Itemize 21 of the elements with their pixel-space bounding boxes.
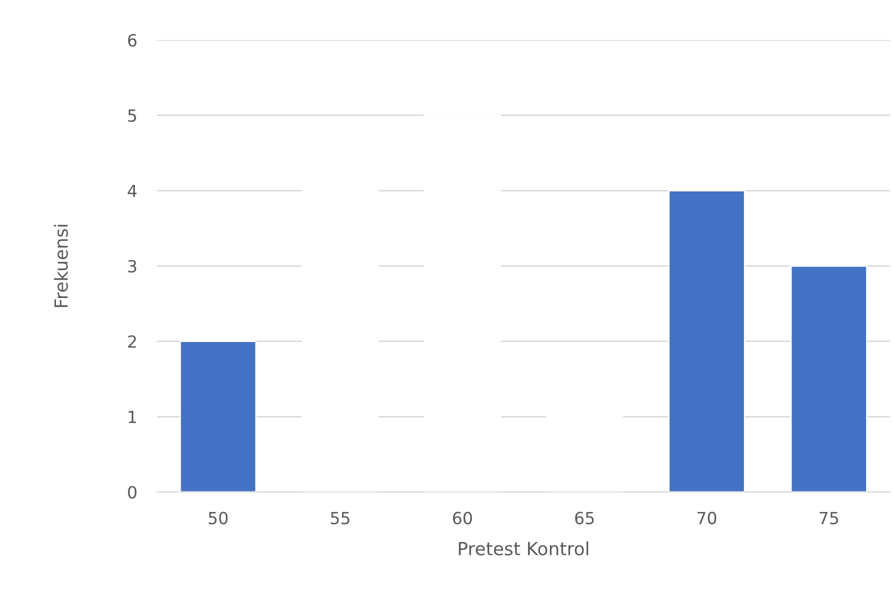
bar bbox=[302, 190, 379, 492]
x-tick-label: 55 bbox=[330, 512, 350, 524]
bar bbox=[180, 340, 257, 492]
x-tick-label: 60 bbox=[452, 512, 472, 524]
y-tick-label: 6 bbox=[128, 34, 137, 47]
x-tick-label: 75 bbox=[820, 512, 838, 524]
x-axis-title: Pretest Kontrol bbox=[458, 541, 588, 556]
y-tick-label: 4 bbox=[128, 184, 137, 197]
bar bbox=[790, 265, 868, 492]
y-tick-label: 1 bbox=[128, 410, 136, 423]
y-tick-label: 0 bbox=[128, 486, 136, 499]
y-axis-title: Frekuensi bbox=[54, 224, 68, 307]
y-tick-label: 3 bbox=[128, 260, 136, 273]
y-tick-label: 2 bbox=[128, 335, 136, 348]
bar bbox=[424, 114, 501, 492]
x-tick-label: 50 bbox=[208, 512, 228, 524]
bar bbox=[668, 190, 746, 492]
bar bbox=[546, 416, 624, 492]
x-tick-label: 70 bbox=[698, 512, 716, 524]
x-tick-label: 65 bbox=[575, 512, 594, 524]
y-tick-label: 5 bbox=[128, 110, 136, 122]
